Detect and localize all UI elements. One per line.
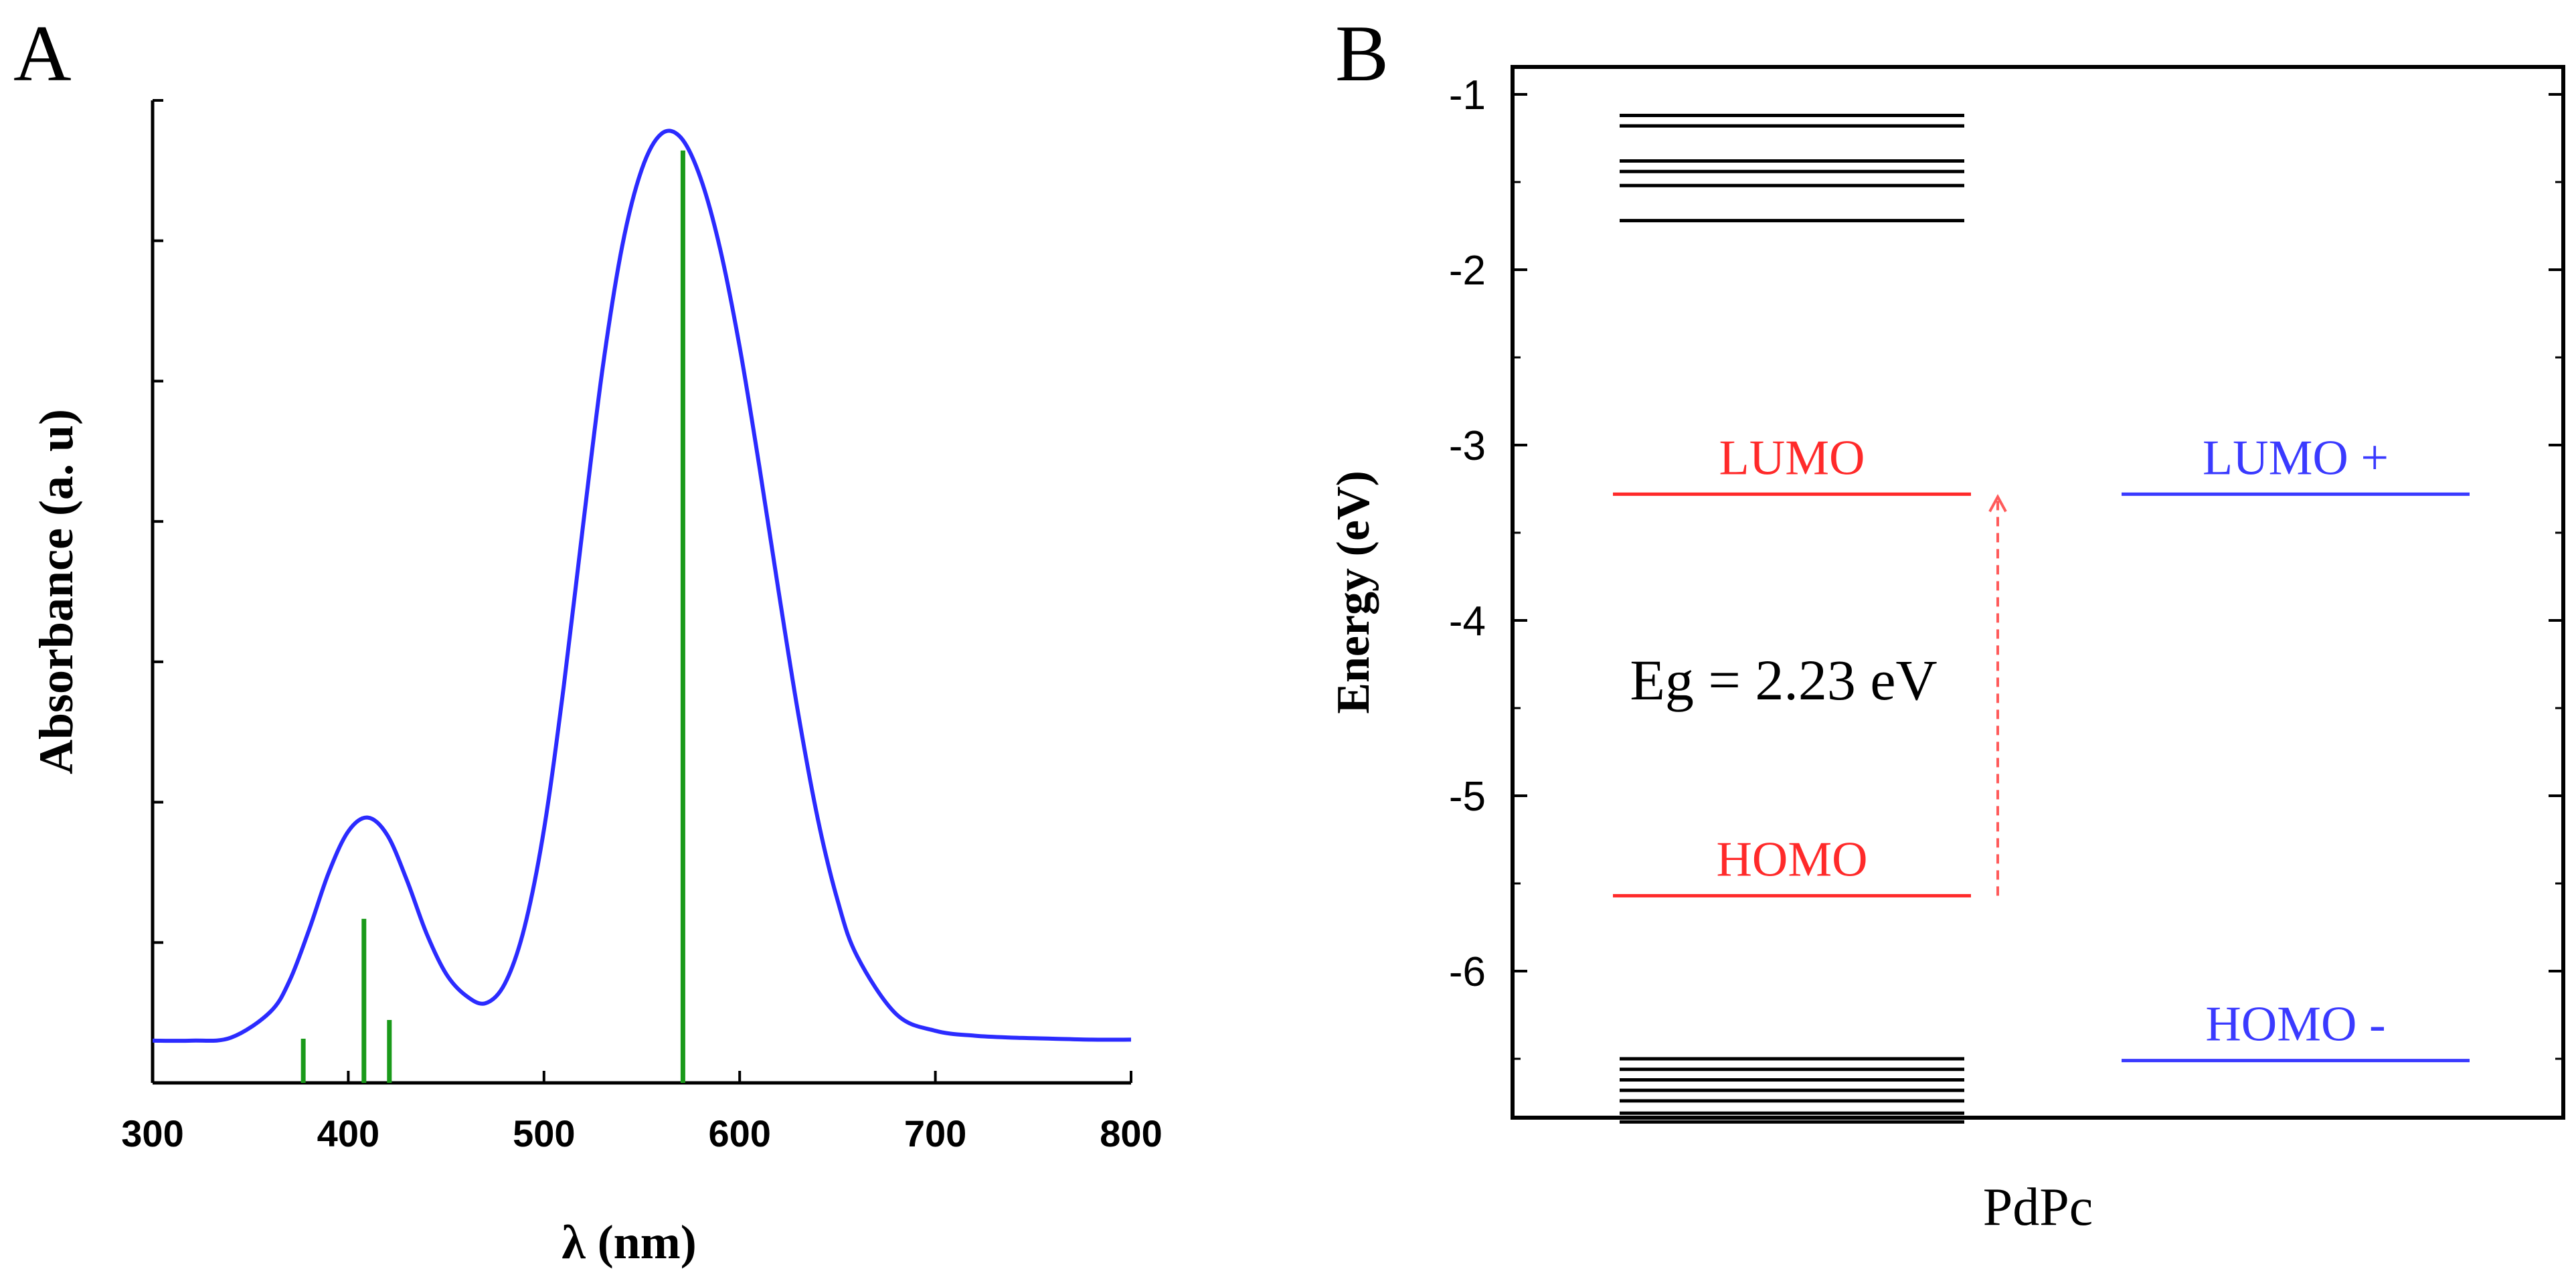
panel-a-x-tick-label: 400 — [317, 1112, 379, 1154]
panel-b-y-tick-label: -2 — [1449, 248, 1486, 294]
panel-a-x-tick-label: 800 — [1100, 1112, 1162, 1154]
panel-b-frame — [1511, 65, 2565, 1120]
panel-b-x-axis-title: PdPc — [1983, 1178, 2093, 1237]
absorbance-curve — [152, 128, 1132, 1043]
panel-b-y-tick-label: -1 — [1449, 72, 1486, 118]
panel-b-frontier-levels — [1613, 492, 2470, 1063]
panel-a-y-ticks — [153, 99, 163, 1084]
panel-a-x-tick-label: 700 — [904, 1112, 966, 1154]
lumo-label: LUMO — [1719, 430, 1865, 485]
panel-b-letter: B — [1335, 9, 1389, 98]
panel-a-letter: A — [13, 9, 72, 98]
panel-a-sticks — [300, 150, 685, 1083]
panel-a-x-tick-label: 500 — [513, 1112, 575, 1154]
band-gap-label: Eg = 2.23 eV — [1630, 648, 1937, 712]
panel-b-chart: -1 -2 -3 -4 -5 -6 — [1449, 65, 2565, 1124]
homo-label: HOMO — [1716, 832, 1867, 887]
panel-b-y-axis-title: Energy (eV) — [1328, 470, 1379, 714]
panel-a-x-axis-title: λ (nm) — [562, 1215, 696, 1269]
panel-a-x-ticks: 300 400 500 600 700 800 — [121, 1071, 1163, 1154]
panel-a-y-axis-title: Absorbance (a. u) — [29, 409, 83, 774]
panel-b-y-tick-label: -6 — [1449, 949, 1486, 995]
homo-minus-label: HOMO - — [2205, 997, 2385, 1052]
panel-a-x-tick-label: 300 — [121, 1112, 183, 1154]
band-gap-arrowhead — [1988, 494, 2007, 513]
panel-b-y-tick-label: -4 — [1449, 598, 1486, 645]
panel-a-chart: 300 400 500 600 700 800 — [121, 99, 1163, 1154]
panel-b-y-ticks: -1 -2 -3 -4 -5 -6 — [1449, 72, 2563, 1060]
panel-b-y-tick-label: -3 — [1449, 423, 1486, 469]
panel-a-series — [152, 128, 1132, 1043]
lumo-plus-label: LUMO + — [2203, 430, 2389, 485]
panel-b-black-levels — [1620, 113, 1964, 1124]
panel-a-x-tick-label: 600 — [708, 1112, 770, 1154]
panel-b-y-tick-label: -5 — [1449, 774, 1486, 820]
